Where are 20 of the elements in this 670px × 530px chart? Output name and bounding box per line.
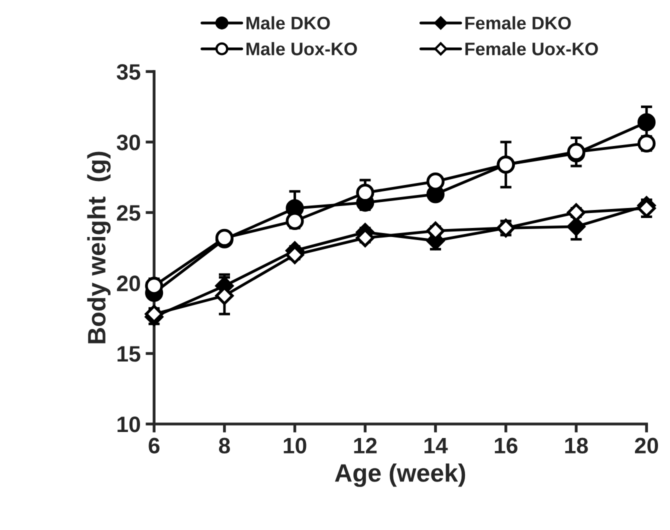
x-tick-label: 6: [148, 438, 160, 454]
x-tick-label: 8: [218, 438, 230, 454]
y-tick-label: 35: [116, 64, 140, 80]
x-tick-label: 20: [634, 438, 658, 454]
legend-label: Female DKO: [465, 16, 571, 30]
y-axis-title: Body weight (g): [87, 152, 111, 344]
x-axis-title: Age (week): [334, 463, 466, 487]
y-tick-label: 30: [116, 134, 140, 150]
legend-label: Male DKO: [246, 16, 330, 30]
x-tick-label: 10: [284, 438, 306, 454]
legend-label: Male Uox-KO: [246, 42, 357, 56]
y-tick-label: 25: [116, 205, 140, 221]
y-tick-label: 15: [118, 346, 140, 362]
x-tick-label: 16: [494, 438, 518, 454]
y-tick-label: 20: [116, 276, 140, 292]
x-tick-label: 18: [565, 438, 588, 454]
x-tick-label: 12: [354, 438, 377, 454]
y-tick-label: 10: [118, 416, 140, 432]
x-tick-label: 14: [424, 438, 448, 454]
legend-label: Female Uox-KO: [465, 42, 598, 56]
